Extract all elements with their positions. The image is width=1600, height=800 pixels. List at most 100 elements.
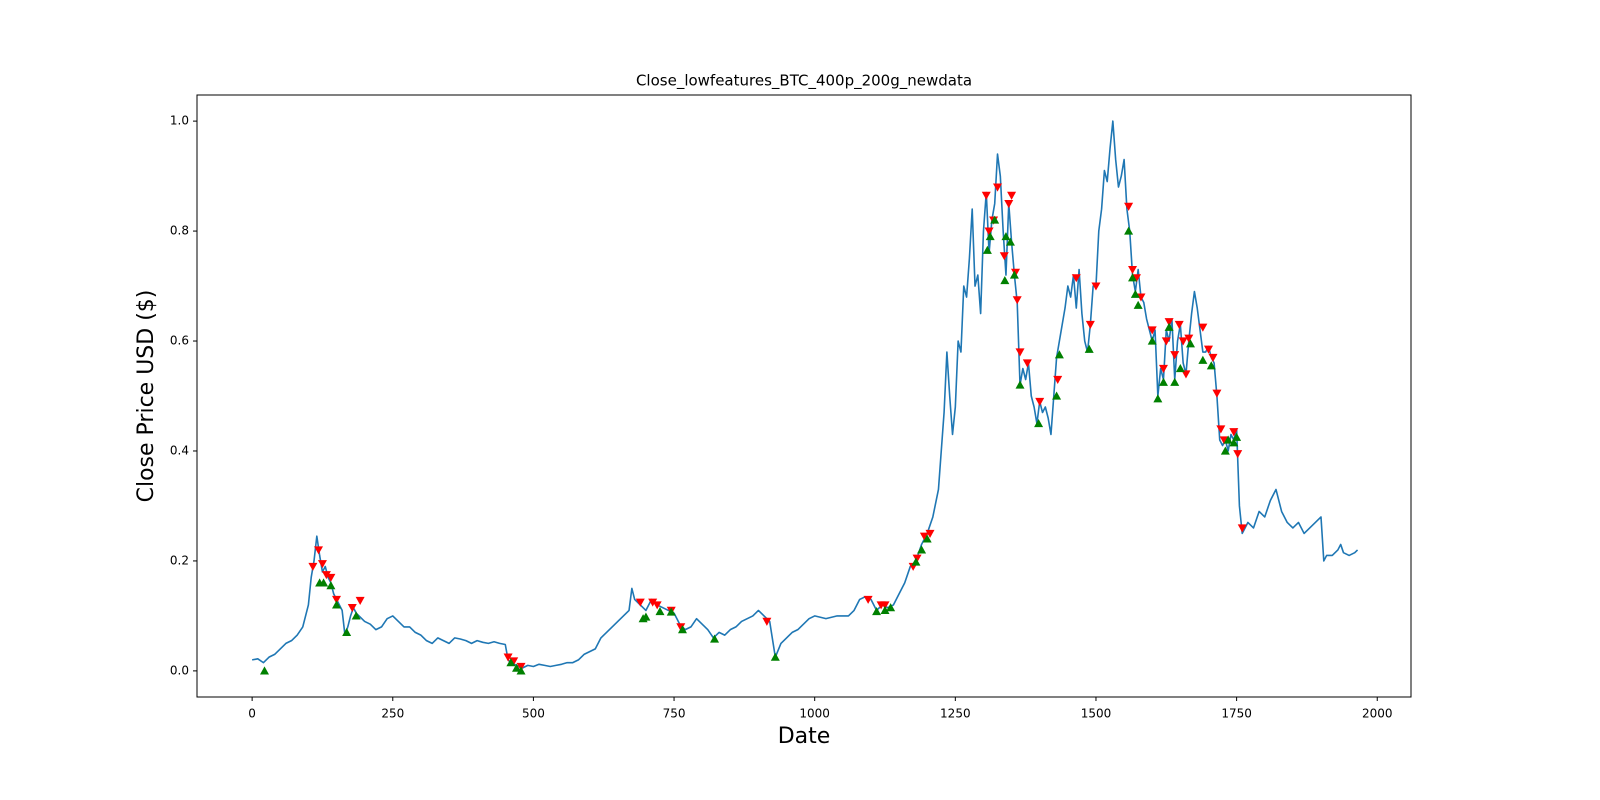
- buy-marker: [641, 612, 651, 621]
- x-tick-label: 1500: [1081, 707, 1112, 721]
- sell-marker: [1237, 524, 1247, 533]
- x-tick-label: 2000: [1362, 707, 1393, 721]
- sell-marker: [308, 562, 318, 571]
- sell-marker: [676, 623, 686, 632]
- buy-marker: [710, 634, 720, 643]
- buy-marker: [1084, 344, 1094, 353]
- buy-marker: [911, 557, 921, 566]
- sell-marker: [1198, 323, 1208, 332]
- sell-marker: [1147, 326, 1157, 335]
- y-tick-label: 1.0: [170, 114, 189, 128]
- sell-marker: [1170, 351, 1180, 360]
- x-tick-label: 1250: [940, 707, 971, 721]
- buy-marker: [260, 666, 270, 675]
- buy-marker: [1175, 364, 1185, 373]
- sell-marker: [1091, 282, 1101, 291]
- buy-marker: [351, 611, 361, 620]
- sell-marker: [321, 571, 331, 580]
- buy-marker: [512, 663, 522, 672]
- sell-marker: [925, 529, 935, 538]
- buy-marker: [516, 666, 526, 675]
- buy-marker: [982, 245, 992, 254]
- sell-marker: [1174, 320, 1184, 330]
- buy-marker: [1153, 394, 1163, 403]
- sell-marker: [1128, 265, 1138, 275]
- buy-marker: [880, 605, 890, 615]
- sell-marker: [919, 532, 929, 541]
- buy-marker: [1229, 438, 1239, 447]
- buy-marker: [655, 607, 665, 616]
- x-tick-label: 250: [381, 707, 404, 721]
- sell-marker: [503, 653, 513, 662]
- buy-marker: [1005, 237, 1015, 246]
- buy-marker: [1124, 226, 1134, 235]
- sell-marker: [1012, 296, 1022, 305]
- sell-marker: [326, 573, 336, 582]
- sell-marker: [1053, 375, 1063, 385]
- sell-marker: [1203, 345, 1213, 354]
- sell-marker: [1158, 364, 1168, 374]
- sell-marker: [999, 252, 1009, 261]
- sell-marker: [1022, 359, 1032, 368]
- buy-marker: [1223, 435, 1233, 444]
- buy-marker: [1000, 276, 1010, 285]
- buy-marker: [332, 600, 342, 609]
- sell-marker: [1233, 450, 1243, 459]
- sell-marker: [347, 604, 357, 613]
- sell-marker: [332, 595, 342, 604]
- plot-frame: [196, 94, 1412, 698]
- chart-title: Close_lowfeatures_BTC_400p_200g_newdata: [636, 72, 972, 91]
- sell-marker: [981, 191, 991, 200]
- buy-marker: [985, 232, 995, 241]
- buy-marker: [319, 578, 329, 587]
- y-axis-label: Close Price USD ($): [134, 290, 159, 503]
- sell-marker: [1184, 334, 1194, 343]
- buy-marker: [1034, 418, 1044, 428]
- y-tick-label: 0.0: [170, 663, 189, 677]
- x-tick-label: 500: [522, 707, 545, 721]
- sell-marker: [880, 601, 890, 610]
- buy-marker: [1164, 322, 1174, 331]
- y-tick-label: 0.6: [170, 334, 189, 348]
- buy-marker: [1009, 270, 1019, 279]
- sell-marker: [1071, 274, 1081, 283]
- buy-marker: [1001, 232, 1011, 241]
- sell-marker: [648, 598, 658, 607]
- buy-marker: [1185, 339, 1195, 348]
- buy-marker: [770, 652, 780, 661]
- buy-marker: [1054, 350, 1064, 359]
- sell-marker: [1181, 370, 1191, 379]
- sell-marker: [1164, 318, 1174, 327]
- buy-marker: [1052, 391, 1062, 400]
- x-axis-label: Date: [778, 724, 831, 749]
- sell-marker: [1161, 337, 1171, 346]
- sell-marker: [863, 595, 873, 604]
- sell-marker: [993, 183, 1003, 192]
- sell-marker: [1007, 191, 1017, 200]
- sell-marker: [1136, 293, 1146, 302]
- buy-marker: [1220, 446, 1230, 455]
- buy-marker: [1198, 355, 1208, 364]
- y-tick-label: 0.4: [170, 443, 189, 457]
- sell-marker: [1219, 436, 1229, 445]
- x-tick-label: 750: [663, 707, 686, 721]
- sell-marker: [1035, 397, 1045, 406]
- sell-marker: [984, 227, 994, 236]
- buy-marker: [1130, 289, 1140, 298]
- buy-marker: [1158, 377, 1168, 386]
- sell-marker: [1216, 425, 1226, 434]
- x-tick-label: 0: [248, 707, 256, 721]
- y-tick-label: 0.8: [170, 224, 189, 238]
- y-tick-label: 0.2: [170, 553, 189, 567]
- buy-marker: [990, 215, 1000, 224]
- buy-marker: [1128, 273, 1138, 282]
- buy-marker: [326, 581, 336, 590]
- buy-marker: [1133, 300, 1143, 309]
- buy-marker: [677, 625, 687, 634]
- buy-marker: [666, 607, 676, 616]
- sell-marker: [1004, 199, 1014, 209]
- sell-marker: [1085, 320, 1095, 330]
- x-tick-label: 1750: [1221, 707, 1252, 721]
